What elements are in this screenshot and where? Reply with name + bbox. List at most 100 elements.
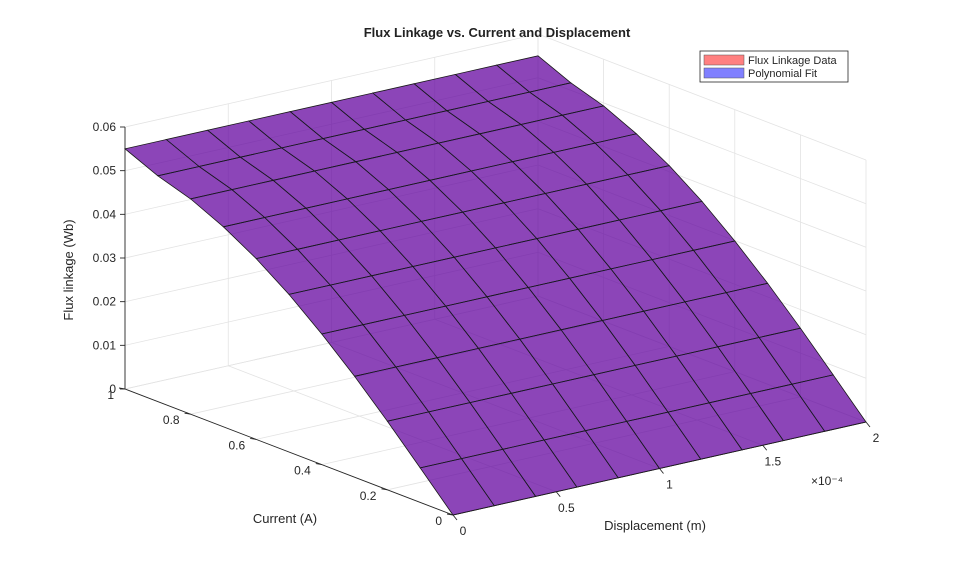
surface-patch-data (685, 292, 760, 347)
z-tick-label: 0 (109, 382, 116, 396)
surface-patch-data (429, 171, 504, 213)
surface-patch-data (421, 212, 496, 258)
surface-patch-data (471, 161, 546, 203)
surface-patch-data (372, 83, 447, 120)
surface-patch-data (387, 411, 462, 468)
surface-patch-data (726, 283, 801, 338)
surface-patch-data (512, 152, 587, 194)
surface-patch-data (462, 202, 537, 248)
surface-patch-data (496, 55, 571, 93)
z-tick-label: 0.03 (93, 251, 117, 265)
surface-patch-data (420, 458, 495, 515)
surface-patch-data (578, 220, 653, 269)
y-tick-label: 0 (435, 514, 442, 528)
surface-patch-data (231, 180, 306, 218)
x-axis-exponent: ×10⁻⁴ (811, 474, 843, 488)
surface-patch-data (488, 92, 563, 125)
surface-layer (124, 55, 867, 516)
surface-patch-data (371, 266, 446, 316)
surface-patch-data (652, 250, 727, 302)
surface-patch-data (569, 268, 644, 321)
surface-patch-data (445, 296, 520, 349)
surface-patch-data (338, 230, 413, 276)
surface-patch-data (414, 74, 489, 111)
z-tick-label: 0.01 (93, 338, 117, 352)
z-tick-label: 0.05 (93, 164, 117, 178)
surface-patch-data (248, 111, 323, 148)
surface-patch-data (207, 120, 282, 158)
surface-patch-data (166, 130, 241, 167)
surface-patch-data (626, 412, 701, 469)
surface-patch-data (643, 301, 718, 357)
surface-patch-data (561, 320, 636, 375)
surface-patch-data (511, 384, 586, 440)
y-tick-mark (250, 437, 257, 440)
x-tick-mark (865, 421, 871, 428)
surface-patch-data (487, 287, 562, 340)
surface-patch-data (388, 180, 463, 222)
surface-patch-data (289, 285, 364, 334)
surface-patch-data (363, 315, 438, 367)
surface-patch-data (290, 102, 365, 139)
surface-patch-data (470, 393, 545, 450)
surface-patch-data (750, 384, 825, 441)
x-tick-label: 0.5 (558, 501, 575, 515)
x-tick-label: 1.5 (764, 454, 781, 468)
surface-patch-data (660, 201, 735, 251)
x-axis-label: Displacement (m) (604, 518, 706, 533)
surface-patch-data (495, 238, 570, 288)
surface-patch-data (438, 133, 513, 171)
legend-swatch-fit (703, 67, 745, 79)
surface-patch-data (354, 367, 429, 422)
surface-patch-data (529, 82, 604, 116)
x-tick-label: 2 (873, 431, 880, 445)
z-tick-label: 0.02 (93, 295, 117, 309)
y-tick-label: 0.2 (360, 489, 377, 503)
surface-patch-data (585, 421, 660, 478)
surface-patch-fit (791, 374, 867, 432)
surface-patch-data (479, 124, 554, 162)
surface-patch-data (619, 210, 694, 260)
y-axis-label: Current (A) (253, 511, 317, 526)
z-axis-label: Flux linkage (Wb) (61, 219, 76, 320)
surface-patch-data (347, 189, 422, 231)
surface-patch-data (364, 120, 439, 153)
legend-swatch-data (703, 54, 745, 66)
surface-patch-data (552, 374, 627, 431)
x-tick-mark (452, 514, 458, 521)
surface-patch-data (668, 402, 743, 460)
x-tick-mark (555, 491, 561, 498)
surface-patch-data (504, 193, 579, 239)
surface-patch-data (223, 217, 298, 259)
surface-patch-data (545, 184, 620, 230)
surface-patch-data (454, 247, 529, 297)
surface-patch-data (759, 328, 834, 385)
legend-label-fit: Polynomial Fit (748, 68, 817, 80)
y-tick-mark (446, 513, 454, 516)
surface-patch-data (412, 257, 487, 307)
surface-patch-data (321, 324, 396, 377)
x-tick-label: 0 (460, 524, 467, 538)
surface-patch-data (717, 337, 792, 394)
y-tick-label: 0.4 (294, 464, 311, 478)
z-tick-label: 0.06 (93, 120, 117, 134)
surface-patch-data (397, 143, 472, 181)
z-tick-label: 0.04 (93, 207, 117, 221)
y-tick-label: 0.8 (163, 413, 180, 427)
surface-patch-data (437, 348, 512, 403)
surface-patch-data (380, 221, 455, 267)
surface-patch-data (428, 402, 503, 459)
surface-patch-data (405, 110, 480, 144)
surface-patch-data (330, 275, 405, 325)
x-tick-mark (659, 468, 664, 474)
surface-patch-data (461, 449, 536, 506)
surface-patch-data (240, 147, 315, 181)
x-tick-label: 1 (666, 478, 673, 492)
surface-patch-data (709, 393, 784, 450)
y-tick-label: 1 (107, 388, 114, 402)
y-axis-line (124, 388, 454, 516)
surface-patch-data (519, 329, 594, 384)
y-tick-mark (184, 412, 191, 415)
surface-patch-data (125, 139, 200, 176)
surface-patch-data (693, 241, 768, 293)
